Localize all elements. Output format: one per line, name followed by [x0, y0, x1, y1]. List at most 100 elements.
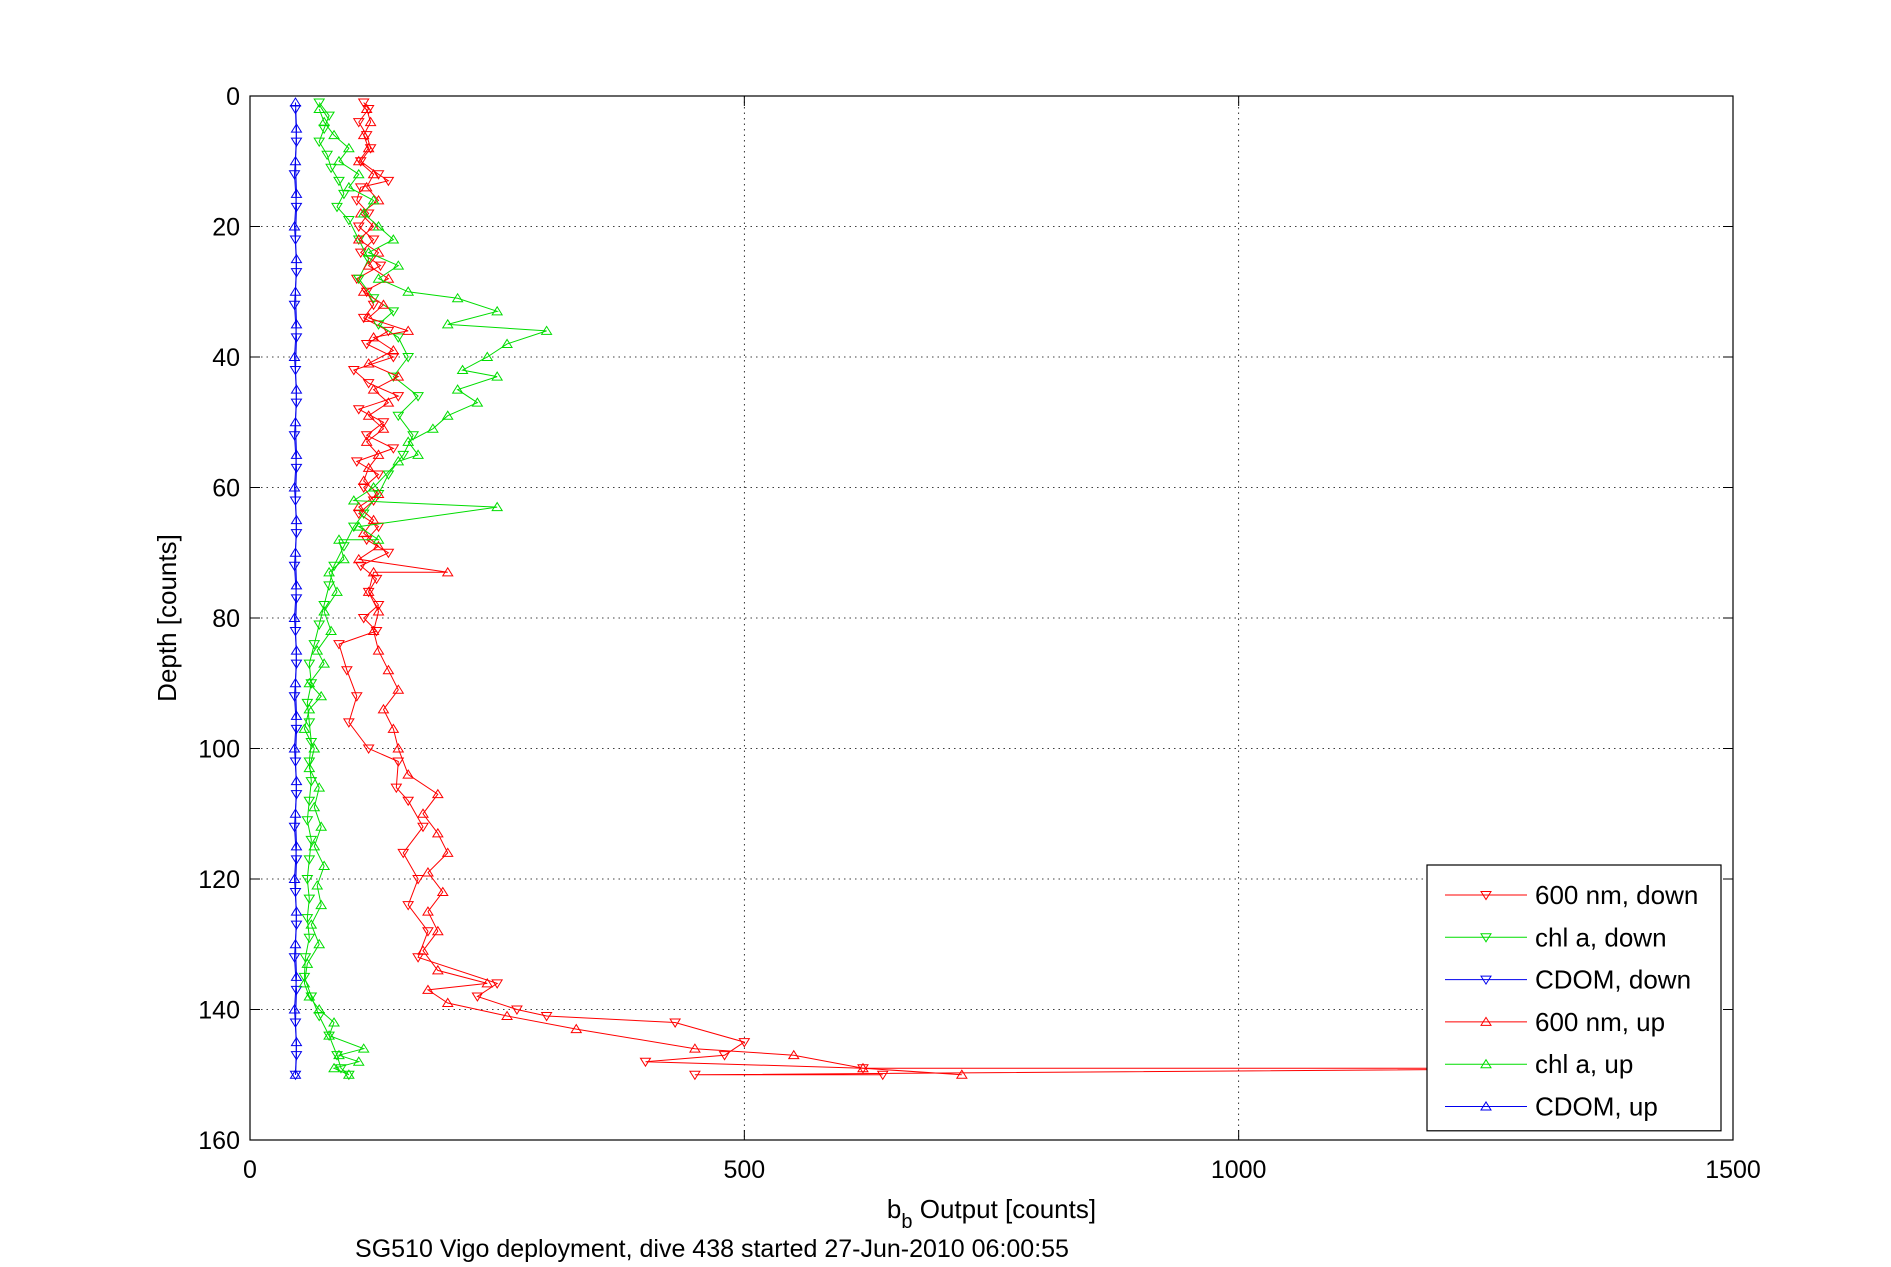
data-point	[357, 98, 370, 108]
x-axis-label-main: b	[887, 1194, 901, 1224]
data-point	[377, 703, 390, 714]
data-point	[362, 209, 375, 219]
y-tick-label: 60	[212, 475, 240, 503]
data-point	[290, 318, 303, 329]
data-point	[290, 1036, 303, 1047]
data-point	[367, 300, 380, 311]
data-point	[377, 299, 390, 309]
y-tick-label: 0	[226, 83, 240, 111]
data-point	[441, 997, 454, 1007]
data-point	[491, 305, 504, 316]
legend-marker	[1480, 891, 1492, 901]
data-point	[288, 221, 301, 231]
data-point	[323, 566, 335, 577]
data-point	[367, 194, 380, 205]
data-point	[308, 801, 321, 812]
data-point	[288, 351, 301, 361]
data-point	[372, 540, 385, 551]
data-point	[367, 625, 380, 636]
data-point	[288, 953, 301, 963]
data-point	[340, 666, 353, 676]
data-point	[354, 248, 367, 259]
data-point	[288, 431, 301, 441]
data-point	[382, 397, 395, 407]
data-point	[441, 847, 454, 857]
data-point	[360, 181, 373, 192]
data-point	[390, 783, 403, 794]
data-point	[305, 679, 318, 689]
data-point	[362, 744, 375, 754]
data-point	[392, 371, 405, 381]
data-point	[392, 333, 405, 343]
legend-marker	[1480, 975, 1492, 986]
data-point	[367, 566, 380, 577]
data-point	[471, 397, 484, 407]
data-point	[688, 1070, 701, 1081]
data-point	[377, 423, 390, 433]
data-point	[298, 723, 311, 733]
data-point	[313, 938, 326, 949]
data-point	[787, 1049, 800, 1060]
data-point	[289, 938, 302, 949]
data-point	[347, 522, 360, 533]
y-tick-label: 160	[198, 1127, 240, 1155]
data-point	[318, 860, 331, 870]
data-point	[367, 384, 380, 394]
data-point	[289, 416, 302, 427]
data-point	[360, 339, 373, 350]
data-point	[290, 985, 303, 996]
data-point	[431, 964, 444, 975]
data-point	[362, 410, 375, 420]
data-point	[288, 822, 301, 833]
data-point	[318, 600, 331, 611]
data-point	[382, 664, 395, 675]
data-point	[501, 1010, 513, 1021]
data-point	[367, 168, 380, 179]
data-point	[387, 372, 400, 383]
data-point	[290, 384, 303, 394]
data-point	[290, 123, 303, 133]
data-point	[481, 351, 494, 361]
data-point	[352, 501, 365, 512]
data-point	[331, 202, 343, 213]
data-point	[299, 953, 312, 963]
data-point	[288, 170, 301, 180]
data-point	[372, 600, 385, 611]
data-point	[318, 658, 331, 668]
data-point	[417, 822, 429, 833]
data-point	[288, 1004, 301, 1014]
data-point	[333, 176, 345, 187]
data-point	[436, 886, 449, 897]
data-point	[290, 253, 303, 264]
data-point	[342, 1070, 355, 1081]
data-point	[392, 392, 405, 402]
legend-marker	[1480, 1101, 1492, 1111]
data-point	[288, 612, 301, 622]
data-point	[342, 142, 355, 153]
data-point	[318, 116, 331, 127]
legend-marker	[1480, 1016, 1492, 1026]
data-point	[335, 1064, 347, 1074]
data-point	[441, 566, 454, 577]
data-point	[350, 457, 363, 467]
data-point	[301, 698, 314, 709]
data-point	[298, 977, 311, 988]
series-600-nm-up	[352, 103, 968, 1079]
data-point	[392, 260, 405, 270]
data-point	[422, 906, 434, 916]
data-point	[392, 743, 405, 753]
data-point	[288, 873, 301, 883]
y-tick-label: 80	[212, 605, 240, 633]
data-point	[422, 867, 434, 877]
data-point	[501, 338, 513, 348]
data-series	[288, 97, 1641, 1081]
x-tick-label: 1000	[1211, 1156, 1267, 1184]
data-point	[290, 594, 303, 604]
data-point	[289, 1069, 302, 1079]
data-point	[362, 462, 375, 472]
data-point	[290, 514, 303, 525]
data-point	[738, 1038, 751, 1048]
data-point	[397, 848, 410, 859]
x-tick-label: 1500	[1705, 1156, 1761, 1184]
data-point	[289, 677, 302, 688]
